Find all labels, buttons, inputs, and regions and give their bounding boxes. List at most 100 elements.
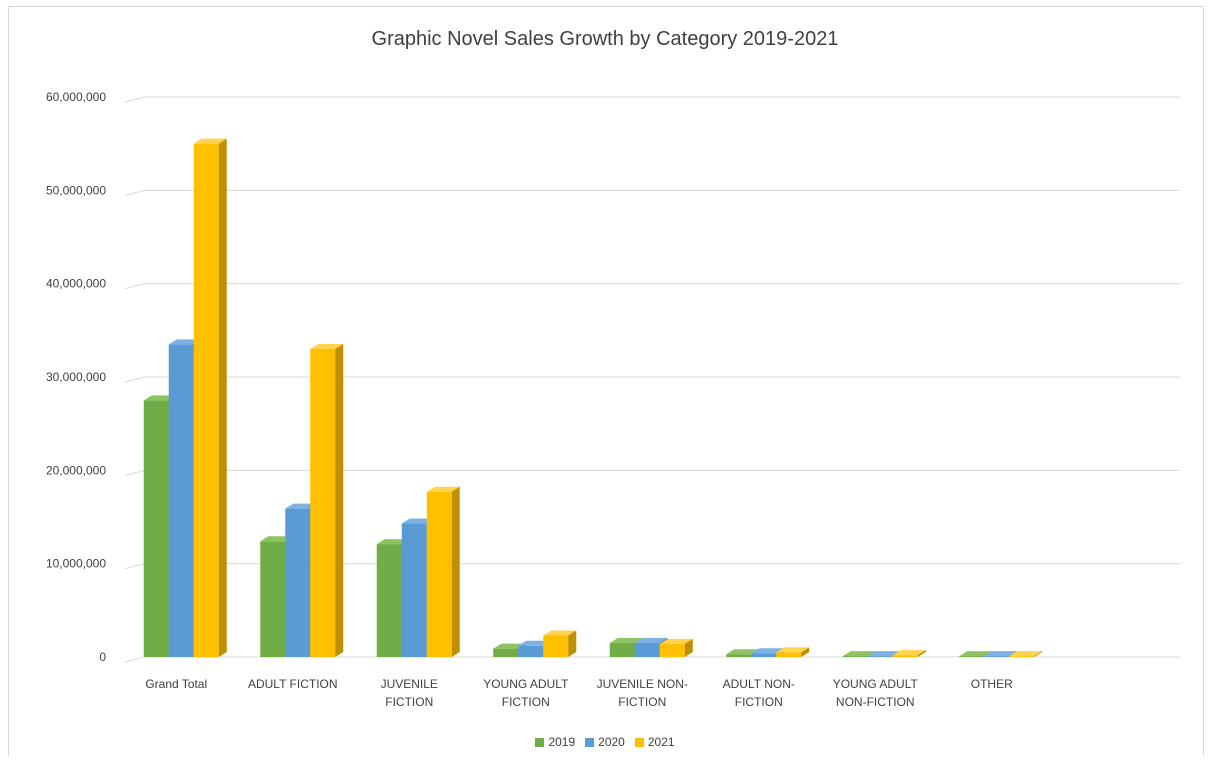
bar-top (543, 630, 577, 636)
legend: 2019 2020 2021 (0, 735, 1210, 749)
bar-2021 (426, 486, 460, 657)
chart-plot: 0 10,000,000 20,000,000 30,000,000 40,000,00… (46, 90, 1180, 709)
bar-front (984, 656, 1010, 657)
bar-top (518, 640, 552, 646)
y-tick-label: 50,000,000 (46, 183, 106, 197)
bar-top (260, 536, 294, 542)
y-axis-ticks: 0 10,000,000 20,000,000 30,000,000 40,000,00… (46, 90, 106, 664)
bar-side (917, 650, 926, 657)
legend-label: 2021 (647, 735, 675, 749)
bar-front (376, 544, 402, 657)
gridline (124, 189, 1180, 196)
bar-side (568, 630, 577, 657)
category-label: YOUNG ADULT NON-FICTION (833, 677, 919, 709)
legend-swatch (634, 737, 644, 747)
bar-2021 (310, 344, 344, 657)
y-tick-label: 20,000,000 (46, 463, 106, 477)
gridline (124, 469, 1180, 476)
bar-top (842, 651, 876, 657)
bar-2021 (892, 650, 926, 657)
bar-2021 (193, 138, 227, 657)
bar-front (959, 656, 985, 657)
category-label: JUVENILE NON-FICTION (597, 677, 688, 709)
bar-front (543, 635, 569, 657)
bar-front (518, 645, 544, 657)
bar-front (634, 643, 660, 657)
bar-top (634, 638, 668, 643)
legend-label: 2020 (598, 735, 625, 749)
bar-front (726, 654, 752, 657)
bar-front (310, 349, 336, 657)
bar-top (193, 138, 227, 144)
bar-top (401, 518, 435, 524)
bar-top (984, 651, 1018, 657)
legend-item-2021: 2021 (634, 735, 675, 749)
bar-side (801, 647, 810, 657)
bar-front (776, 652, 802, 657)
bar-2021 (1009, 651, 1043, 657)
bar-front (892, 655, 918, 657)
bar-top (168, 339, 202, 345)
bar-top (659, 638, 693, 644)
bar-front (493, 648, 519, 657)
category-label: JUVENILE FICTION (381, 677, 438, 709)
bar-2021 (543, 630, 577, 657)
legend-swatch (535, 737, 545, 747)
bar-front (426, 491, 452, 657)
bar-top (959, 651, 993, 657)
category-label: Grand Total (145, 677, 207, 691)
bar-front (285, 508, 311, 657)
bar-top (426, 486, 460, 492)
category-label: YOUNG ADULT FICTION (483, 677, 569, 709)
bar-top (493, 643, 527, 649)
bar-front (260, 541, 286, 657)
legend-swatch (585, 737, 595, 747)
bar-top (609, 638, 643, 643)
category-label: ADULT FICTION (248, 677, 338, 691)
x-axis-categories: Grand Total ADULT FICTION JUVENILE FICTION Y… (145, 677, 1013, 709)
bar-top (1009, 651, 1043, 657)
y-tick-label: 60,000,000 (46, 90, 106, 104)
bar-2021 (659, 638, 693, 657)
bars (143, 138, 1043, 657)
bar-front (867, 656, 893, 657)
bar-top (310, 344, 344, 349)
bar-top (726, 649, 760, 655)
bar-top (376, 539, 410, 545)
category-label: OTHER (971, 677, 1013, 691)
bar-side (335, 344, 344, 657)
gridline (124, 283, 1180, 290)
legend-label: 2019 (548, 735, 576, 749)
bar-front (168, 344, 194, 657)
bar-front (401, 523, 427, 657)
bar-top (285, 503, 319, 509)
bar-front (1009, 656, 1035, 657)
bar-side (218, 138, 227, 657)
legend-item-2020: 2020 (585, 735, 625, 749)
gridline (124, 376, 1180, 383)
gridline (124, 656, 1180, 663)
gridline (124, 96, 1180, 103)
bar-front (659, 643, 685, 657)
bar-2021 (776, 647, 810, 657)
bar-top (776, 647, 810, 653)
bar-top (751, 648, 785, 654)
y-tick-label: 40,000,000 (46, 277, 106, 291)
bar-front (751, 653, 777, 657)
bar-front (143, 400, 169, 657)
bar-top (143, 395, 177, 401)
chart-title: Graphic Novel Sales Growth by Category 2… (371, 28, 839, 50)
bar-front (193, 143, 219, 657)
y-tick-label: 10,000,000 (46, 557, 106, 571)
y-tick-label: 0 (99, 650, 106, 664)
bar-top (892, 650, 926, 656)
bar-front (842, 656, 868, 657)
bar-side (451, 486, 460, 657)
bar-top (867, 651, 901, 657)
category-label: ADULT NON-FICTION (723, 677, 795, 709)
bar-side (1034, 651, 1043, 657)
y-tick-label: 30,000,000 (46, 370, 106, 384)
bar-side (684, 638, 693, 657)
legend-item-2019: 2019 (535, 735, 575, 749)
bar-front (609, 643, 635, 657)
